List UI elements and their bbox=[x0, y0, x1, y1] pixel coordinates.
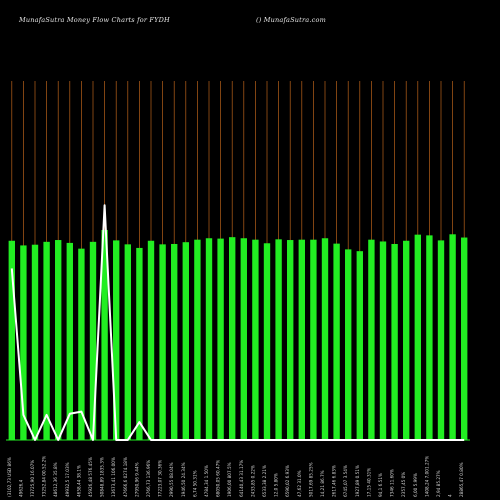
bar bbox=[217, 238, 224, 440]
x-tick-label: 4658,44 38.1% bbox=[76, 465, 81, 497]
bar bbox=[43, 241, 50, 440]
bar bbox=[333, 243, 340, 440]
bar bbox=[414, 234, 421, 440]
bar bbox=[240, 238, 247, 440]
bar bbox=[182, 242, 189, 440]
x-tick-label: 73252,84 00.52.2% bbox=[42, 456, 47, 497]
bar bbox=[379, 241, 387, 440]
bar bbox=[78, 248, 85, 440]
bar bbox=[31, 244, 39, 440]
x-tick-label: 4784,34 1.50% bbox=[204, 465, 209, 497]
x-tick-label: 2,94 85.27% bbox=[436, 470, 441, 497]
bar bbox=[124, 244, 131, 440]
bar bbox=[229, 237, 236, 440]
x-tick-label: 50848,89 1835.3% bbox=[100, 457, 105, 497]
x-tick-label: 45926,48 576.45% bbox=[88, 457, 93, 497]
flow-line-series bbox=[10, 204, 465, 441]
bar bbox=[345, 249, 352, 440]
bar-series bbox=[8, 229, 468, 440]
bar bbox=[101, 229, 108, 440]
x-tick-labels: (3102,73 USD 86% 49626,4 73725,90 16.07% 73… bbox=[7, 456, 464, 497]
x-tick-label: 64140,43 31.17% bbox=[239, 460, 244, 497]
x-tick-label: 47,62 31.0% bbox=[297, 470, 302, 497]
bar bbox=[321, 238, 329, 440]
x-tick-label: 73725,90 16.07% bbox=[30, 460, 35, 497]
bar bbox=[461, 237, 468, 440]
x-tick-label: 27950,96 9.44% bbox=[134, 462, 139, 497]
x-tick-label: 14,21 86.7% bbox=[320, 470, 325, 497]
x-tick-label: 77223,07 30.36% bbox=[158, 460, 163, 497]
x-tick-label: 2766,73 136.96% bbox=[146, 460, 151, 497]
chart-title: MunafaSutra Money Flow Charts for FYDH bbox=[19, 16, 170, 24]
chart-subtitle: () MunafaSutra.com bbox=[256, 16, 326, 24]
x-tick-label: 6745,07 3.54% bbox=[343, 465, 348, 497]
x-tick-label: 2990,55 08.04% bbox=[169, 462, 174, 497]
x-tick-label: 68050,05 60.47% bbox=[216, 460, 221, 497]
x-tick-label: 28865,47 0.80% bbox=[459, 462, 464, 497]
bar bbox=[310, 239, 317, 440]
x-tick-label: 6590,02 6.93% bbox=[285, 465, 290, 497]
bar bbox=[159, 244, 166, 440]
x-tick-label: 48612,36 35.8% bbox=[53, 462, 58, 497]
x-tick-label: 94,1 6.51% bbox=[378, 473, 383, 497]
bar bbox=[136, 247, 143, 440]
bar bbox=[252, 239, 259, 440]
x-tick-label: 6533,38 2.21% bbox=[262, 465, 267, 497]
bar bbox=[356, 251, 363, 440]
bar bbox=[171, 243, 178, 440]
x-tick-label: 5017,69 85.25% bbox=[308, 462, 313, 497]
x-tick-label: 47666,6 0274.18% bbox=[123, 457, 128, 497]
x-tick-label: 4 bbox=[448, 494, 453, 497]
bar bbox=[20, 245, 27, 440]
bar bbox=[205, 238, 213, 440]
x-tick-label: 2617,46 6.83% bbox=[332, 465, 337, 497]
x-tick-label: 1906,00 807.5% bbox=[227, 462, 232, 497]
bar bbox=[194, 239, 201, 440]
bar bbox=[403, 240, 410, 440]
x-tick-label: 49932,5 17.03% bbox=[65, 462, 70, 497]
bar bbox=[55, 240, 62, 440]
x-tick-label: 49626,4 bbox=[18, 479, 23, 497]
bar bbox=[275, 239, 282, 440]
x-tick-label: 1927,89 0.51% bbox=[355, 465, 360, 497]
x-tick-label: 6,74 50.31% bbox=[192, 470, 197, 497]
bar bbox=[391, 243, 398, 440]
x-tick-label: 7346 11.60% bbox=[390, 469, 395, 497]
flow-line bbox=[10, 204, 465, 441]
bar bbox=[113, 240, 120, 440]
bar bbox=[66, 242, 73, 440]
bar bbox=[89, 241, 97, 440]
x-tick-label: 12,0 5.80% bbox=[274, 473, 279, 497]
bar bbox=[147, 240, 155, 440]
x-tick-label: 6,00 5.99% bbox=[413, 473, 418, 497]
x-tick-label: 1946,50 24.34% bbox=[181, 462, 186, 497]
bar bbox=[449, 234, 456, 440]
bar bbox=[298, 239, 305, 440]
bar bbox=[263, 243, 271, 440]
x-tick-label: 17,15 40.31% bbox=[366, 468, 371, 497]
x-tick-label: 2357,45 0% bbox=[401, 472, 406, 497]
bar bbox=[287, 240, 294, 440]
bar bbox=[8, 240, 15, 440]
bar bbox=[368, 239, 375, 440]
x-tick-label: 13673,41 106.00% bbox=[111, 457, 116, 497]
x-tick-label: (3102,73 USD 86% bbox=[7, 457, 12, 497]
x-tick-label: 2433,85 0.22% bbox=[250, 465, 255, 497]
bar bbox=[426, 235, 433, 440]
x-tick-label: 1408,24 7,001.27% bbox=[424, 456, 429, 497]
bar bbox=[437, 240, 445, 440]
